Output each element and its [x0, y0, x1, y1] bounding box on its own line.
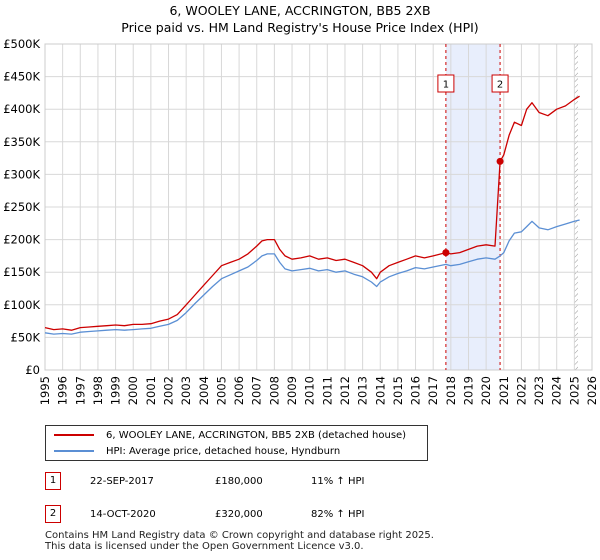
x-tick-label: 2008	[267, 376, 281, 405]
transaction-badge-1: 1	[45, 472, 61, 490]
x-tick-label: 1999	[109, 376, 123, 405]
x-tick-label: 2012	[338, 376, 352, 405]
x-tick-label: 2013	[356, 376, 370, 405]
transaction-date-1: 22-SEP-2017	[90, 476, 154, 487]
x-tick-label: 2023	[532, 376, 546, 405]
y-tick-label: £450K	[3, 70, 40, 84]
x-tick-label: 2001	[144, 376, 158, 405]
legend-item-hpi: HPI: Average price, detached house, Hynd…	[54, 444, 340, 460]
plot-frame	[44, 43, 593, 371]
x-tick-label: 2026	[585, 376, 599, 405]
sale-point-1	[442, 249, 450, 257]
footer-line-1: Contains HM Land Registry data © Crown c…	[45, 530, 434, 541]
x-tick-label: 2014	[373, 376, 387, 405]
sale-badge-box-1	[437, 74, 455, 93]
x-tick-label: 2005	[214, 376, 228, 405]
x-tick-label: 2024	[550, 376, 564, 405]
price-chart: £0 £50K £100K £150K £200K £250K £300K £350K £400…	[3, 37, 599, 405]
x-tick-label: 2018	[444, 376, 458, 405]
footer-line-2: This data is licensed under the Open Gov…	[45, 541, 364, 552]
transaction-price-2: £320,000	[215, 509, 263, 520]
y-tick-label: £300K	[3, 167, 40, 181]
x-tick-label: 2006	[232, 376, 246, 405]
x-tick-label: 2010	[303, 376, 317, 405]
x-tick-label: 2015	[391, 376, 405, 405]
transaction-date-2: 14-OCT-2020	[90, 509, 156, 520]
y-tick-label: £350K	[3, 135, 40, 149]
sale-badge-label-2: 2	[497, 80, 503, 91]
x-tick-label: 2020	[479, 376, 493, 405]
legend-label-property: 6, WOOLEY LANE, ACCRINGTON, BB5 2XB (det…	[106, 430, 407, 441]
chart-legend: 6, WOOLEY LANE, ACCRINGTON, BB5 2XB (det…	[45, 425, 428, 461]
x-tick-label: 2017	[426, 376, 440, 405]
legend-swatch-hpi	[54, 450, 94, 452]
x-tick-label: 2025	[567, 376, 581, 405]
series-line-hpi	[44, 219, 580, 335]
x-tick-label: 1998	[91, 376, 105, 405]
y-tick-label: £100K	[3, 298, 40, 312]
series-line-property	[44, 95, 580, 331]
x-tick-label: 2011	[320, 376, 334, 405]
x-tick-label: 2004	[197, 376, 211, 405]
x-tick-label: 2009	[285, 376, 299, 405]
x-tick-label: 2016	[409, 376, 423, 405]
y-tick-label: £500K	[3, 37, 40, 51]
transaction-hpi-1: 11% ↑ HPI	[311, 476, 365, 487]
x-tick-label: 2007	[250, 376, 264, 405]
sale-badge-label-1: 1	[443, 80, 449, 91]
legend-swatch-property	[54, 434, 94, 436]
chart-title-block: 6, WOOLEY LANE, ACCRINGTON, BB5 2XB Pric…	[0, 2, 600, 36]
x-tick-label: 2019	[461, 376, 475, 405]
x-tick-label: 2021	[497, 376, 511, 405]
legend-item-property: 6, WOOLEY LANE, ACCRINGTON, BB5 2XB (det…	[54, 428, 406, 444]
x-tick-label: 1997	[73, 376, 87, 405]
y-tick-label: £150K	[3, 265, 40, 279]
x-tick-label: 1995	[38, 376, 52, 405]
chart-title: 6, WOOLEY LANE, ACCRINGTON, BB5 2XB	[169, 3, 431, 18]
transaction-hpi-2: 82% ↑ HPI	[311, 509, 365, 520]
x-tick-label: 2022	[514, 376, 528, 405]
sale-point-2	[496, 157, 504, 165]
y-tick-label: £50K	[11, 330, 41, 344]
y-tick-label: £200K	[3, 233, 40, 247]
x-tick-label: 2003	[179, 376, 193, 405]
legend-label-hpi: HPI: Average price, detached house, Hynd…	[106, 446, 341, 457]
footer: Contains HM Land Registry data © Crown c…	[45, 530, 434, 552]
chart-subtitle: Price paid vs. HM Land Registry's House …	[121, 20, 479, 35]
x-tick-label: 1996	[56, 376, 70, 405]
transaction-badge-2: 2	[45, 505, 61, 523]
y-tick-label: £0	[25, 363, 40, 377]
y-tick-label: £250K	[3, 200, 40, 214]
transaction-price-1: £180,000	[215, 476, 263, 487]
y-tick-label: £400K	[3, 102, 40, 116]
x-tick-label: 2002	[162, 376, 176, 405]
sale-badge-box-2	[491, 74, 509, 93]
x-tick-label: 2000	[126, 376, 140, 405]
